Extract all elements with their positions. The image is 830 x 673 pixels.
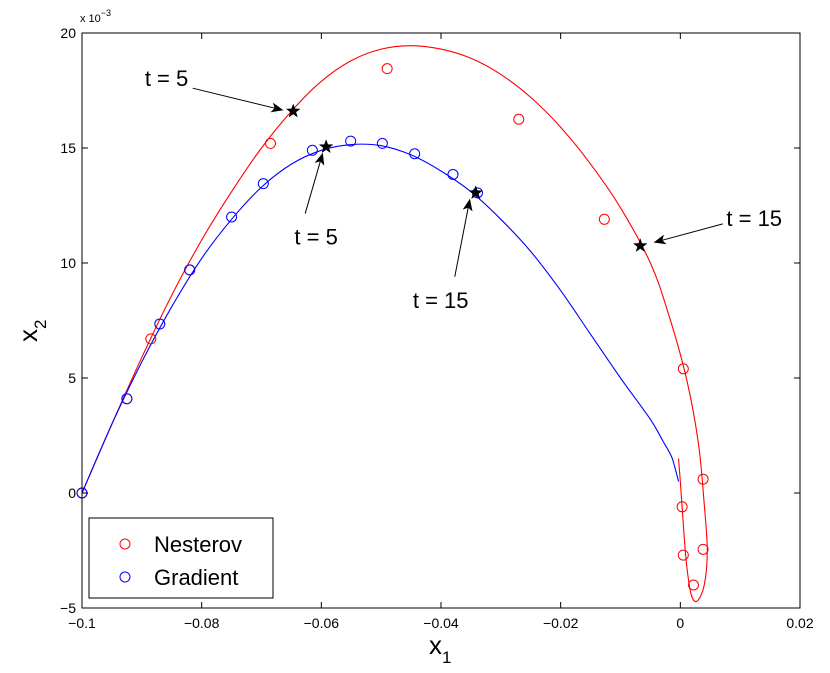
y-tick-label: 5 <box>68 370 76 386</box>
y-tick-label: 0 <box>68 485 76 501</box>
y-multiplier-exp: −3 <box>101 8 111 18</box>
data-point-nesterov <box>676 501 688 513</box>
data-point-gradient <box>376 137 388 149</box>
data-point-nesterov <box>697 473 709 485</box>
data-point-nesterov <box>598 213 610 225</box>
legend: Nesterov Gradient <box>88 517 274 599</box>
x-tick-label: 0.02 <box>786 615 813 631</box>
data-point-gradient <box>257 178 269 190</box>
legend-label-gradient: Gradient <box>154 565 238 590</box>
x-axis-title: x1 <box>429 630 451 667</box>
star-marker-nesterov <box>285 103 301 118</box>
y-multiplier-label: x 10−3 <box>80 8 111 25</box>
star-marker-gradient <box>468 185 484 200</box>
data-point-nesterov <box>677 549 689 561</box>
data-point-nesterov <box>381 63 393 75</box>
data-point-nesterov <box>687 579 699 591</box>
data-point-nesterov <box>697 543 709 555</box>
annotation-arrow <box>454 198 473 277</box>
series-curves <box>81 45 708 603</box>
y-axis-ticks: −5 0 5 10 15 20 <box>60 25 800 616</box>
annotation-arrow <box>304 152 325 214</box>
plot-area <box>82 33 800 608</box>
x-tick-label: −0.04 <box>423 615 459 631</box>
y-axis-title-main: x <box>13 329 43 342</box>
annotations: t = 5 t = 5 t = 15 t = 15 <box>145 66 782 313</box>
y-tick-label: 15 <box>60 140 76 156</box>
star-markers <box>285 103 648 253</box>
data-point-gradient <box>184 264 196 276</box>
x-axis-title-main: x <box>429 630 442 660</box>
x-tick-label: −0.06 <box>304 615 340 631</box>
y-axis-title: x2 <box>13 320 50 342</box>
data-point-gradient <box>447 168 459 180</box>
x-tick-label: −0.1 <box>68 615 96 631</box>
legend-label-nesterov: Nesterov <box>154 532 242 557</box>
legend-marker-nesterov <box>119 538 131 550</box>
x-tick-label: −0.08 <box>184 615 220 631</box>
series-line-nesterov <box>81 45 708 603</box>
legend-box <box>88 517 274 599</box>
y-multiplier-base: x 10 <box>80 13 101 25</box>
data-point-gradient <box>409 148 421 160</box>
star-marker-nesterov <box>632 237 648 253</box>
data-point-gradient <box>306 144 318 156</box>
legend-marker-gradient <box>119 571 131 583</box>
x-tick-label: 0 <box>676 615 684 631</box>
data-point-gradient <box>345 135 357 147</box>
data-point-nesterov <box>677 363 689 375</box>
data-point-nesterov <box>513 113 525 125</box>
y-tick-label: 20 <box>60 25 76 41</box>
annotation-arrow <box>653 223 723 245</box>
data-point-gradient <box>121 393 133 405</box>
x-axis-title-sub: 1 <box>442 648 451 667</box>
annotation-label: t = 5 <box>294 225 337 250</box>
data-point-nesterov <box>264 137 276 149</box>
annotation-label: t = 5 <box>145 66 188 91</box>
y-axis-title-sub: 2 <box>31 320 50 329</box>
y-tick-label: 10 <box>60 255 76 271</box>
annotation-label: t = 15 <box>726 206 782 231</box>
star-marker-gradient <box>318 139 334 154</box>
data-point-nesterov <box>145 333 157 345</box>
x-axis-ticks: −0.1 −0.08 −0.06 −0.04 −0.02 0 0.02 <box>68 33 814 631</box>
y-tick-label: −5 <box>60 600 76 616</box>
annotation-label: t = 15 <box>413 288 469 313</box>
data-point-gradient <box>226 211 238 223</box>
series-line-gradient <box>81 143 680 494</box>
annotation-arrow <box>192 87 284 113</box>
data-point-gradient <box>154 318 166 330</box>
x-tick-label: −0.02 <box>543 615 579 631</box>
